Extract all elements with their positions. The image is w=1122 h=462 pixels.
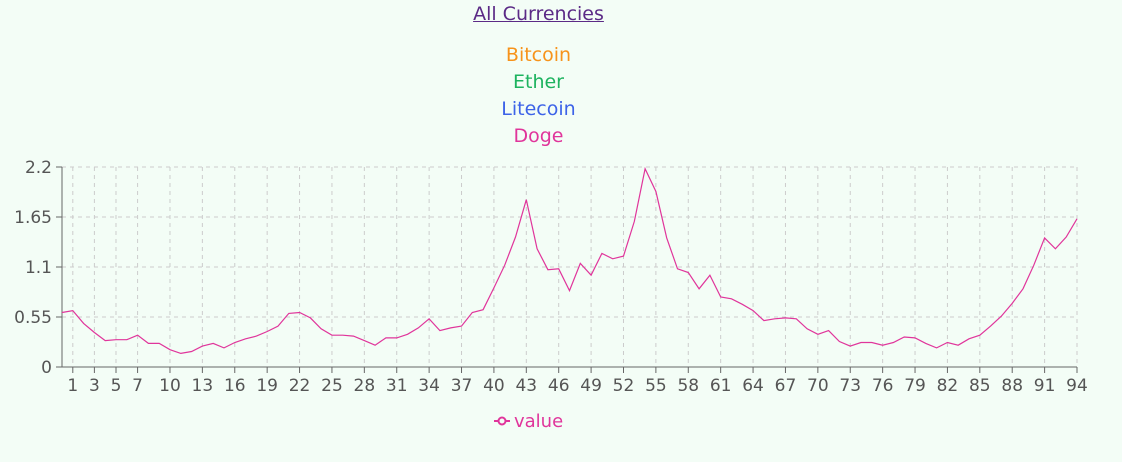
all-currencies-link[interactable]: All Currencies — [473, 3, 604, 25]
y-tick-label: 1.1 — [25, 258, 52, 278]
currency-doge[interactable]: Doge — [513, 125, 564, 147]
y-tick-label: 2.2 — [25, 158, 52, 178]
currency-bitcoin[interactable]: Bitcoin — [505, 44, 572, 66]
x-tick-label: 31 — [386, 376, 408, 396]
legend-marker-icon — [497, 416, 507, 426]
x-tick-label: 67 — [775, 376, 797, 396]
x-tick-label: 28 — [354, 376, 376, 396]
x-tick-label: 37 — [451, 376, 473, 396]
x-tick-label: 10 — [159, 376, 181, 396]
x-tick-label: 49 — [580, 376, 602, 396]
currency-list: Bitcoin Ether Litecoin Doge — [0, 42, 1077, 150]
x-tick-label: 70 — [807, 376, 829, 396]
series-line-value — [61, 166, 1078, 355]
y-tick-label: 0 — [41, 358, 52, 378]
currency-ether[interactable]: Ether — [513, 71, 564, 93]
x-tick-label: 3 — [89, 376, 100, 396]
x-tick-label: 7 — [132, 376, 143, 396]
x-tick-label: 52 — [613, 376, 635, 396]
x-tick-label: 34 — [418, 376, 440, 396]
x-tick-label: 76 — [872, 376, 894, 396]
x-tick-label: 82 — [937, 376, 959, 396]
x-tick-label: 43 — [515, 376, 537, 396]
currency-litecoin[interactable]: Litecoin — [501, 98, 576, 120]
x-tick-label: 85 — [969, 376, 991, 396]
x-tick-label: 58 — [677, 376, 699, 396]
x-tick-label: 64 — [742, 376, 764, 396]
x-tick-label: 40 — [483, 376, 505, 396]
y-tick-label: 0.55 — [14, 308, 52, 328]
x-tick-label: 16 — [224, 376, 246, 396]
legend-label: value — [514, 411, 563, 432]
x-tick-label: 1 — [67, 376, 78, 396]
x-tick-label: 91 — [1034, 376, 1056, 396]
x-tick-label: 55 — [645, 376, 667, 396]
y-tick-label: 1.65 — [14, 208, 52, 228]
x-tick-label: 94 — [1066, 376, 1088, 396]
x-tick-label: 13 — [192, 376, 214, 396]
x-tick-label: 22 — [289, 376, 311, 396]
x-tick-label: 19 — [256, 376, 278, 396]
x-tick-label: 5 — [111, 376, 122, 396]
x-tick-label: 73 — [839, 376, 861, 396]
x-tick-label: 46 — [548, 376, 570, 396]
x-tick-label: 79 — [904, 376, 926, 396]
x-tick-label: 88 — [1001, 376, 1023, 396]
x-tick-label: 25 — [321, 376, 343, 396]
x-tick-label: 61 — [710, 376, 732, 396]
